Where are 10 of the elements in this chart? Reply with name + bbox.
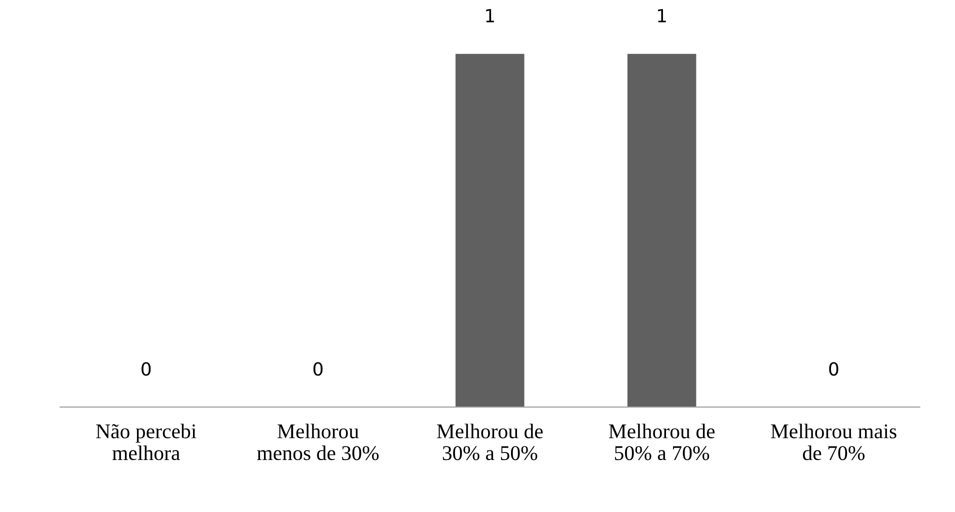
- data-label: 1: [658, 9, 666, 22]
- data-label: 0: [313, 362, 323, 376]
- x-tick-label: Melhorou de 50% a 70%: [608, 424, 715, 460]
- data-label: 1: [486, 9, 494, 22]
- x-tick-label: Melhorou de 30% a 50%: [436, 424, 543, 460]
- x-tick-label: Não percebi melhora: [96, 424, 196, 460]
- x-tick-label: Melhorou menos de 30%: [257, 424, 379, 460]
- data-label: 0: [142, 362, 151, 376]
- x-tick-label: Melhorou mais de 70%: [770, 424, 896, 460]
- data-label: 0: [829, 362, 838, 376]
